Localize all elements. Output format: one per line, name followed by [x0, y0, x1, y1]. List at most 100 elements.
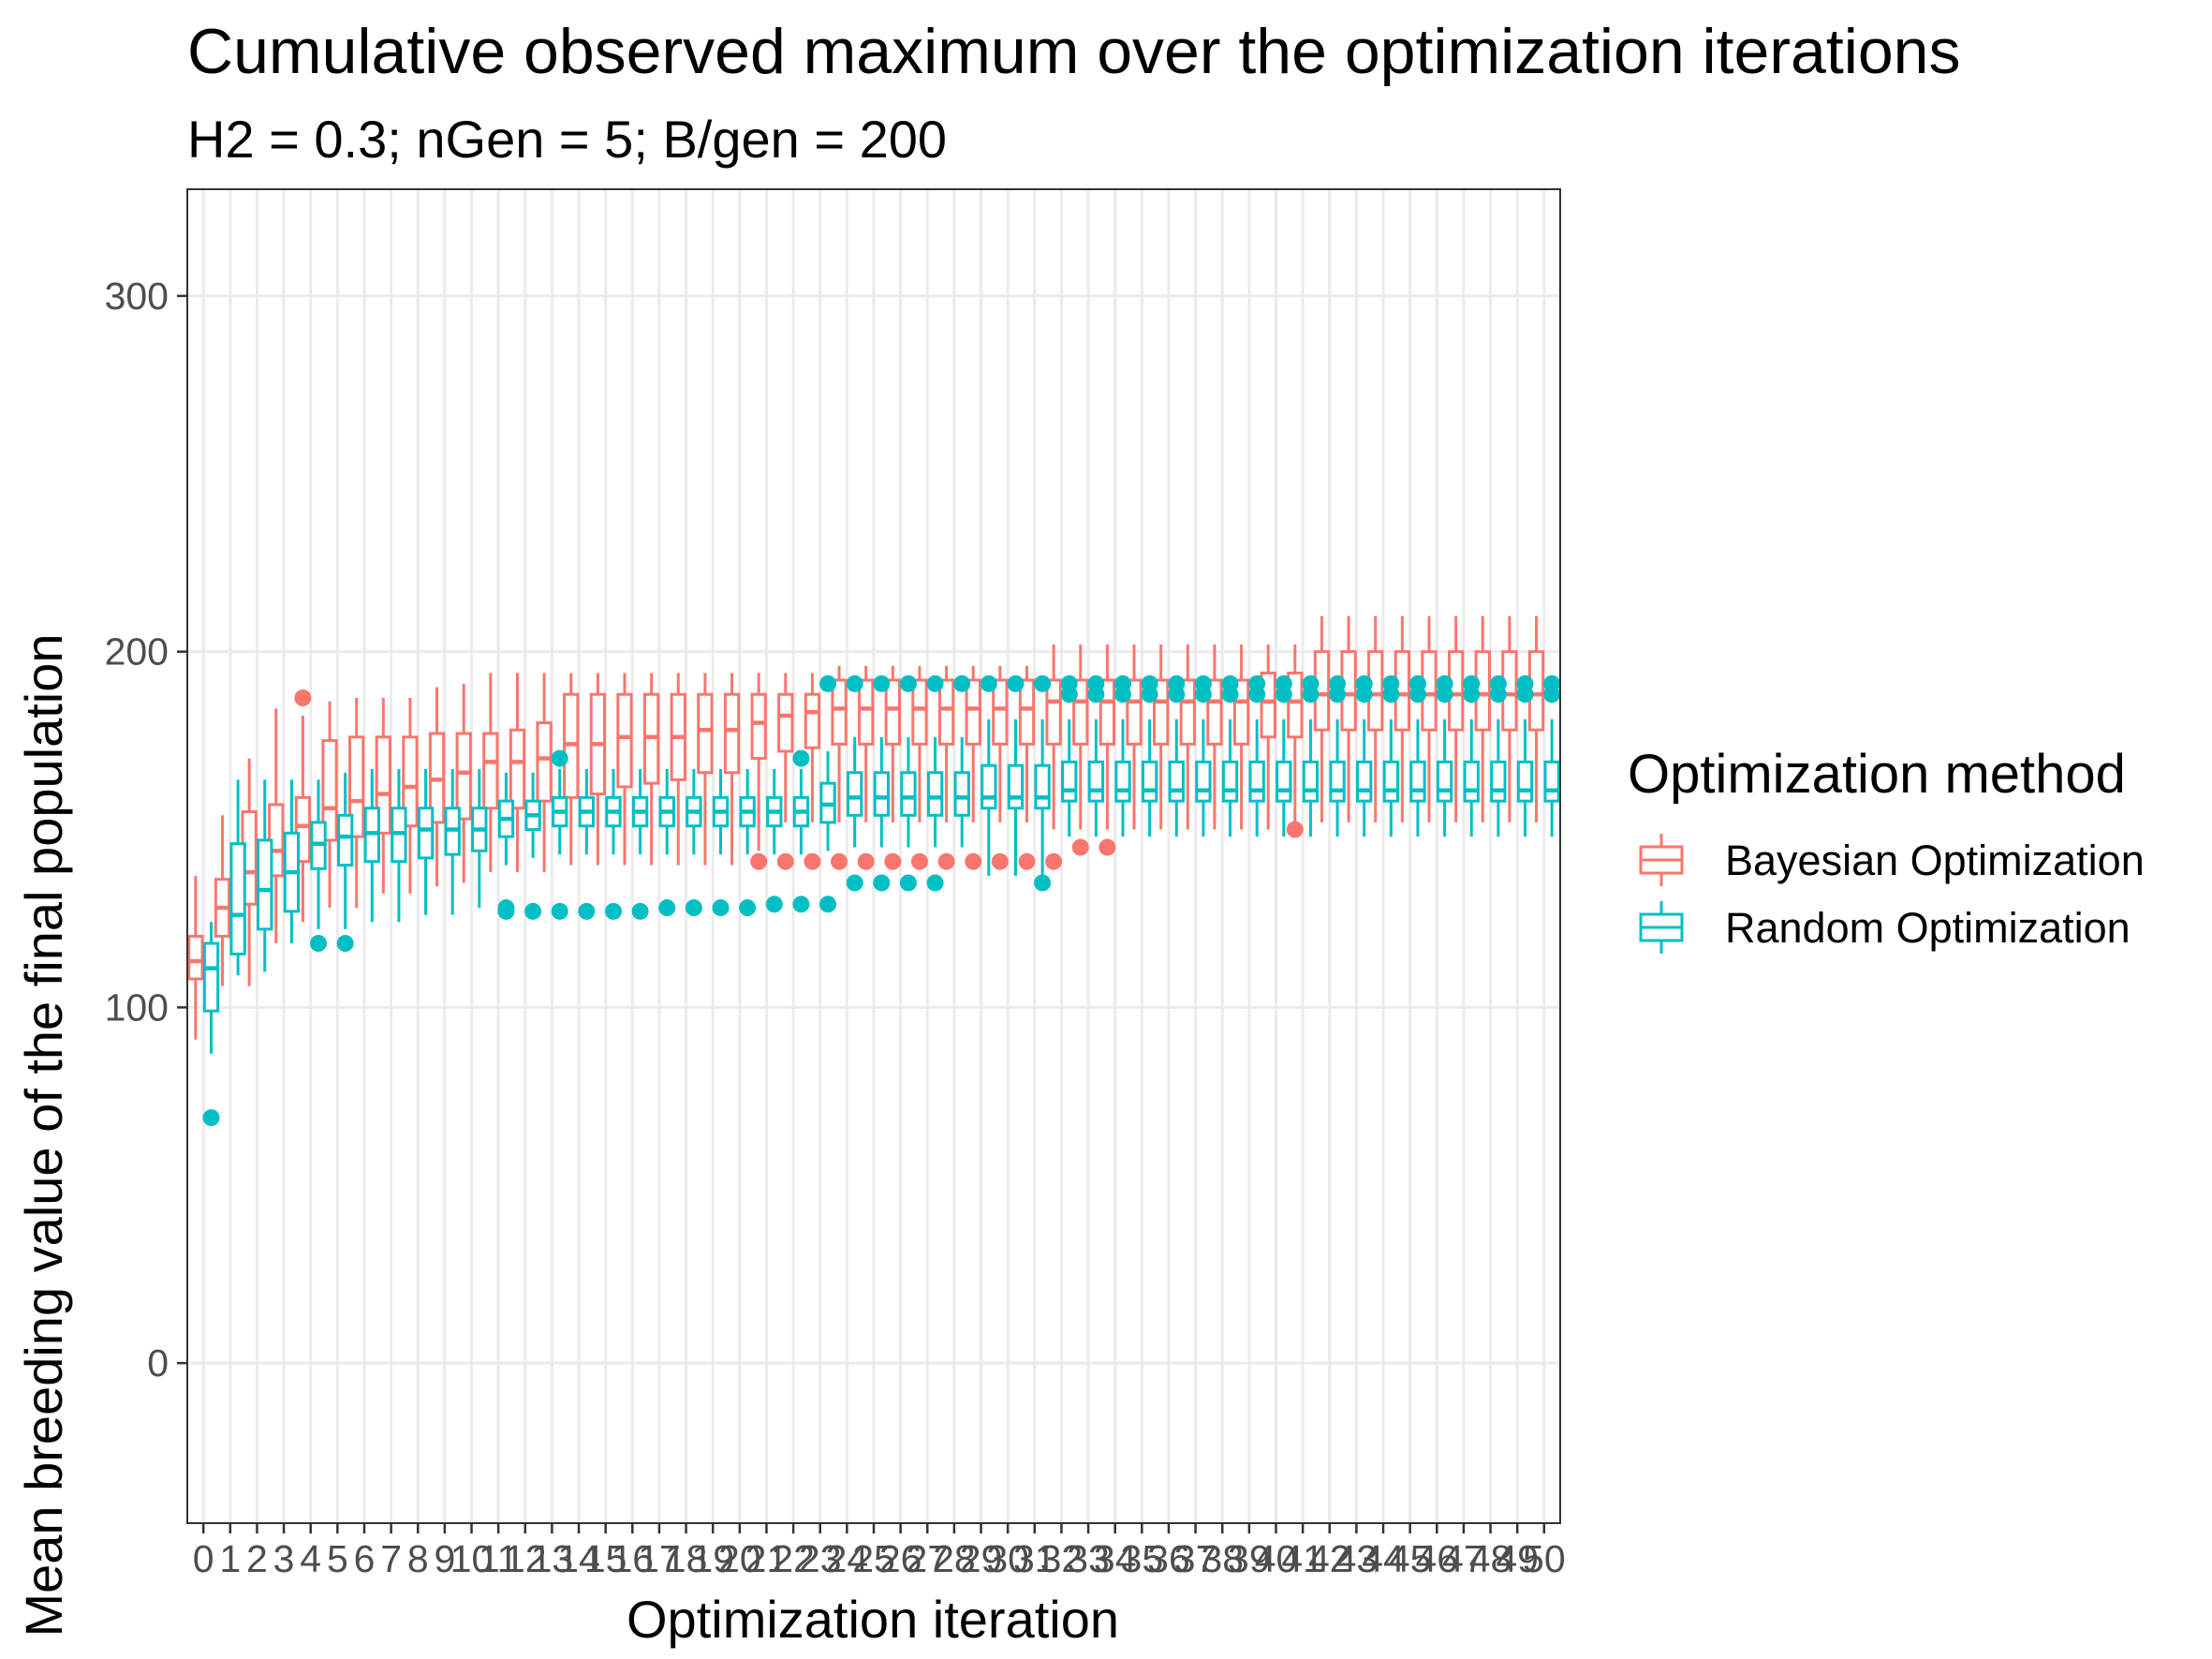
box-iqr — [536, 721, 553, 803]
y-tick-label: 300 — [105, 274, 169, 318]
outlier-point — [804, 852, 821, 870]
box-random-36 — [1168, 674, 1186, 837]
x-tick-label: 40 — [1255, 1537, 1298, 1580]
outlier-point — [873, 674, 891, 692]
x-tick-label: 36 — [1147, 1537, 1190, 1580]
outlier-point — [1099, 838, 1116, 856]
x-tick-label: 1 — [219, 1537, 241, 1580]
box-iqr — [1260, 671, 1276, 739]
x-tick-label: 22 — [772, 1537, 815, 1580]
outlier-point — [899, 674, 917, 692]
outlier-point — [524, 902, 542, 920]
legend-label-bayesian: Bayesian Optimization — [1725, 837, 2145, 884]
box-random-39 — [1248, 674, 1266, 837]
box-iqr — [1045, 678, 1062, 746]
box-bayesian-46 — [1421, 615, 1438, 822]
box-bayesian-0 — [187, 875, 204, 1040]
outlier-point — [846, 674, 863, 692]
box-iqr — [1302, 760, 1320, 803]
outlier-point — [1286, 821, 1304, 838]
box-iqr — [482, 732, 499, 810]
box-random-30 — [1007, 674, 1025, 876]
box-iqr — [965, 678, 981, 746]
outlier-point — [739, 899, 757, 917]
box-random-15 — [604, 768, 622, 920]
x-tick-label: 29 — [960, 1537, 1003, 1580]
outlier-point — [873, 874, 891, 892]
box-iqr — [1329, 760, 1346, 803]
x-tick-label: 31 — [1013, 1537, 1056, 1580]
x-tick-label: 39 — [1228, 1537, 1271, 1580]
box-bayesian-32 — [1045, 644, 1063, 870]
box-bayesian-31 — [1018, 665, 1036, 870]
x-tick-label: 18 — [665, 1537, 708, 1580]
box-iqr — [1490, 760, 1507, 803]
x-tick-label: 5 — [327, 1537, 348, 1580]
box-iqr — [1114, 760, 1131, 803]
box-iqr — [229, 842, 246, 955]
box-iqr — [1287, 671, 1304, 739]
x-tick-label: 34 — [1094, 1537, 1137, 1580]
outlier-point — [1355, 674, 1373, 692]
box-random-37 — [1194, 674, 1212, 837]
box-random-28 — [953, 674, 971, 848]
box-bayesian-22 — [776, 673, 794, 870]
box-iqr — [804, 692, 821, 749]
outlier-point — [776, 852, 794, 870]
box-iqr — [900, 771, 917, 817]
outlier-point — [926, 874, 944, 892]
outlier-point — [497, 899, 515, 917]
box-bayesian-26 — [884, 665, 902, 870]
box-iqr — [1034, 763, 1051, 810]
x-tick-label: 35 — [1121, 1537, 1164, 1580]
outlier-point — [294, 689, 312, 707]
outlier-point — [1248, 674, 1266, 692]
chart-title: Cumulative observed maximum over the opt… — [187, 16, 1960, 87]
box-random-6 — [363, 768, 380, 923]
y-axis-title: Mean breeding value of the final populat… — [14, 634, 73, 1637]
chart-subtitle: H2 = 0.3; nGen = 5; B/gen = 200 — [187, 110, 947, 169]
box-bayesian-14 — [563, 673, 580, 866]
box-iqr — [831, 678, 848, 746]
outlier-point — [1382, 674, 1400, 692]
box-random-5 — [336, 772, 354, 953]
outlier-point — [846, 874, 863, 892]
x-tick-label: 25 — [852, 1537, 895, 1580]
box-random-13 — [551, 749, 568, 920]
box-random-29 — [980, 674, 997, 876]
outlier-point — [857, 852, 875, 870]
legend-title: Optimization method — [1628, 744, 2126, 805]
box-random-20 — [739, 768, 757, 917]
box-iqr — [455, 732, 472, 821]
outlier-point — [712, 899, 730, 917]
box-random-21 — [765, 768, 783, 913]
box-iqr — [321, 739, 338, 842]
x-tick-label: 13 — [531, 1537, 574, 1580]
outlier-point — [819, 896, 837, 913]
outlier-point — [551, 902, 568, 920]
box-iqr — [417, 807, 435, 860]
outlier-point — [1060, 674, 1078, 692]
box-iqr — [336, 813, 354, 867]
box-bayesian-24 — [831, 665, 848, 870]
x-tick-label: 8 — [407, 1537, 429, 1580]
outlier-point — [631, 902, 649, 920]
box-random-14 — [578, 768, 596, 920]
x-tick-label: 44 — [1362, 1537, 1405, 1580]
y-tick-label: 200 — [105, 630, 169, 674]
x-tick-label: 3 — [273, 1537, 295, 1580]
box-iqr — [926, 771, 944, 817]
box-iqr — [348, 735, 365, 838]
box-bayesian-15 — [589, 673, 607, 866]
x-tick-label: 24 — [826, 1537, 869, 1580]
x-tick-label: 46 — [1415, 1537, 1458, 1580]
outlier-point — [750, 852, 768, 870]
outlier-point — [1194, 674, 1212, 692]
box-iqr — [992, 678, 1009, 746]
x-tick-label: 33 — [1067, 1537, 1110, 1580]
box-random-7 — [391, 768, 407, 923]
box-iqr — [1007, 763, 1025, 810]
outlier-point — [910, 852, 928, 870]
x-tick-label: 4 — [300, 1537, 321, 1580]
